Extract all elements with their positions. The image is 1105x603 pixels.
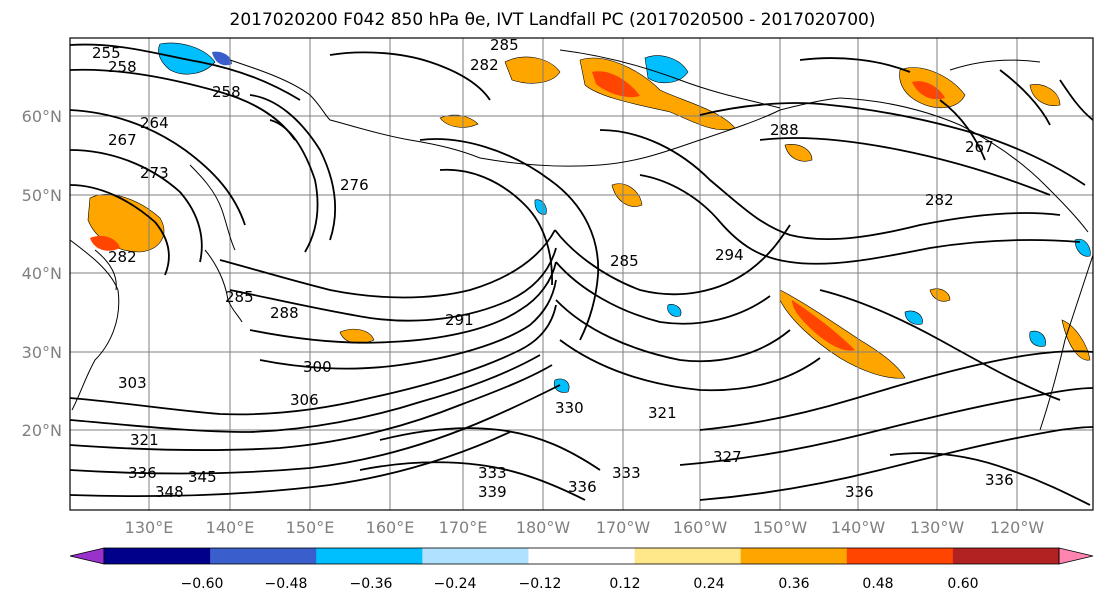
- contour-label: 336: [568, 478, 597, 496]
- contour-label: 282: [925, 191, 954, 209]
- lon-label: 130°E: [125, 518, 174, 537]
- latitude-labels: 60°N 50°N 40°N 30°N 20°N: [22, 107, 62, 440]
- contour-label: 291: [445, 311, 474, 329]
- colorbar-segment: [846, 548, 954, 564]
- contour-label: 345: [188, 468, 217, 486]
- colorbar-frame: [103, 547, 1060, 565]
- contour-label: 321: [130, 431, 159, 449]
- lon-label: 130°W: [910, 518, 965, 537]
- colorbar-tick-label: 0.12: [609, 576, 640, 592]
- lat-label-60n: 60°N: [22, 107, 62, 126]
- contour-label: 282: [108, 248, 137, 266]
- colorbar-segment: [210, 548, 317, 564]
- contour-label: 339: [478, 483, 507, 501]
- colorbar-segment: [740, 548, 848, 564]
- lon-label: 180°W: [516, 518, 571, 537]
- colorbar-tick-label: −0.24: [434, 576, 477, 592]
- contour-label: 285: [490, 36, 519, 54]
- contour-label: 288: [270, 304, 299, 322]
- colorbar-segment: [104, 548, 211, 564]
- lat-label-30n: 30°N: [22, 343, 62, 362]
- longitude-labels: 130°E 140°E 150°E 160°E 170°E 180°W 170°…: [125, 518, 1045, 537]
- colorbar-segment: [316, 548, 423, 564]
- lat-label-40n: 40°N: [22, 264, 62, 283]
- coastlines: [70, 49, 1093, 431]
- colorbar-extend-high: [1058, 547, 1094, 565]
- contour-label: 303: [118, 374, 147, 392]
- contour-label: 267: [108, 131, 137, 149]
- contour-label: 258: [212, 83, 241, 101]
- contour-label: 306: [290, 391, 319, 409]
- contour-label: 321: [648, 404, 677, 422]
- colorbar-tick-label: −0.36: [350, 576, 393, 592]
- colorbar: [69, 547, 1094, 565]
- contour-label: 258: [108, 58, 137, 76]
- contour-label: 300: [303, 358, 332, 376]
- contour-label: 255: [92, 44, 121, 62]
- plot-background: [70, 38, 1093, 510]
- lon-label: 170°E: [439, 518, 488, 537]
- contour-label: 264: [140, 114, 169, 132]
- colorbar-segment: [422, 548, 529, 564]
- colorbar-extend-low: [69, 547, 105, 565]
- colorbar-segment: [634, 548, 742, 564]
- contour-label: 267: [965, 138, 994, 156]
- graticule: [70, 38, 1093, 510]
- contour-label: 327: [713, 448, 742, 466]
- lon-label: 140°E: [206, 518, 255, 537]
- colorbar-tick-label: 0.24: [693, 576, 724, 592]
- theta-e-contours: [70, 43, 1093, 506]
- contour-label: 282: [470, 56, 499, 74]
- lat-label-50n: 50°N: [22, 186, 62, 205]
- contour-label: 285: [610, 252, 639, 270]
- contour-label: 336: [128, 464, 157, 482]
- lon-label: 160°E: [366, 518, 415, 537]
- contour-label: 336: [845, 483, 874, 501]
- colorbar-tick-label: −0.60: [181, 576, 224, 592]
- contour-label: 336: [985, 471, 1014, 489]
- lat-label-20n: 20°N: [22, 421, 62, 440]
- contour-label: 348: [155, 483, 184, 501]
- colorbar-tick-label: 0.36: [778, 576, 809, 592]
- contour-labels: 255 258 258 264 267 273 276 285 282 282 …: [92, 36, 1014, 501]
- negative-shading: [158, 42, 1091, 393]
- positive-shading: [87, 56, 1091, 379]
- contour-label: 294: [715, 246, 744, 264]
- lon-label: 150°W: [753, 518, 808, 537]
- contour-label: 333: [612, 464, 641, 482]
- contour-label: 276: [340, 176, 369, 194]
- lon-label: 160°W: [673, 518, 728, 537]
- contour-label: 273: [140, 164, 169, 182]
- map-title: 2017020200 F042 850 hPa θe, IVT Landfall…: [229, 10, 876, 30]
- colorbar-tick-label: 0.48: [862, 576, 893, 592]
- colorbar-tick-labels: −0.60 −0.48 −0.36 −0.24 −0.12 0.12 0.24 …: [181, 576, 979, 592]
- colorbar-tick-label: −0.12: [519, 576, 562, 592]
- lon-label: 140°W: [831, 518, 886, 537]
- colorbar-tick-label: −0.48: [265, 576, 308, 592]
- plot-frame: [69, 37, 1094, 511]
- lon-label: 120°W: [990, 518, 1045, 537]
- colorbar-segment: [952, 548, 1060, 564]
- contour-label: 333: [478, 464, 507, 482]
- contour-label: 330: [555, 399, 584, 417]
- colorbar-tick-label: 0.60: [947, 576, 978, 592]
- colorbar-segment: [528, 548, 636, 564]
- contour-label: 285: [225, 288, 254, 306]
- lon-label: 170°W: [596, 518, 651, 537]
- contour-label: 288: [770, 121, 799, 139]
- lon-label: 150°E: [286, 518, 335, 537]
